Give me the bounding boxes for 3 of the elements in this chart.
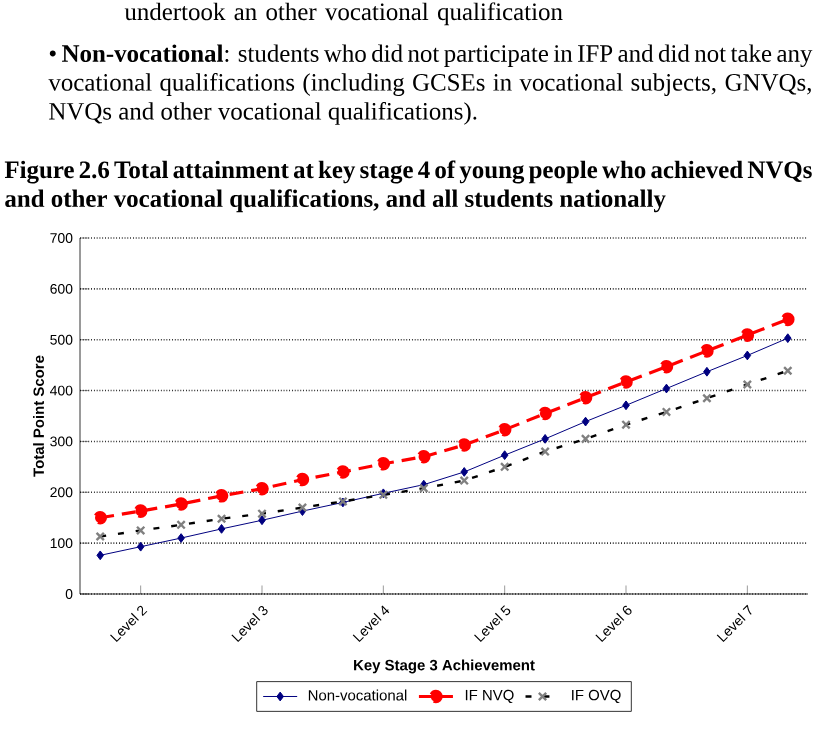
text: • Non-vocational: students who did not participate in IFP and did not take any vocational qualifications (including GCSEs in vocational subjects, GNVQs, NVQs and other vocational qualifications). [48,44,813,125]
chart-title: Figure 2.6 Total attainment at key stage 4 of young people who achieved NVQs and other vocational qualifications, and all students nationally [4,160,812,213]
text: undertook an other vocational qualification [124,2,563,26]
